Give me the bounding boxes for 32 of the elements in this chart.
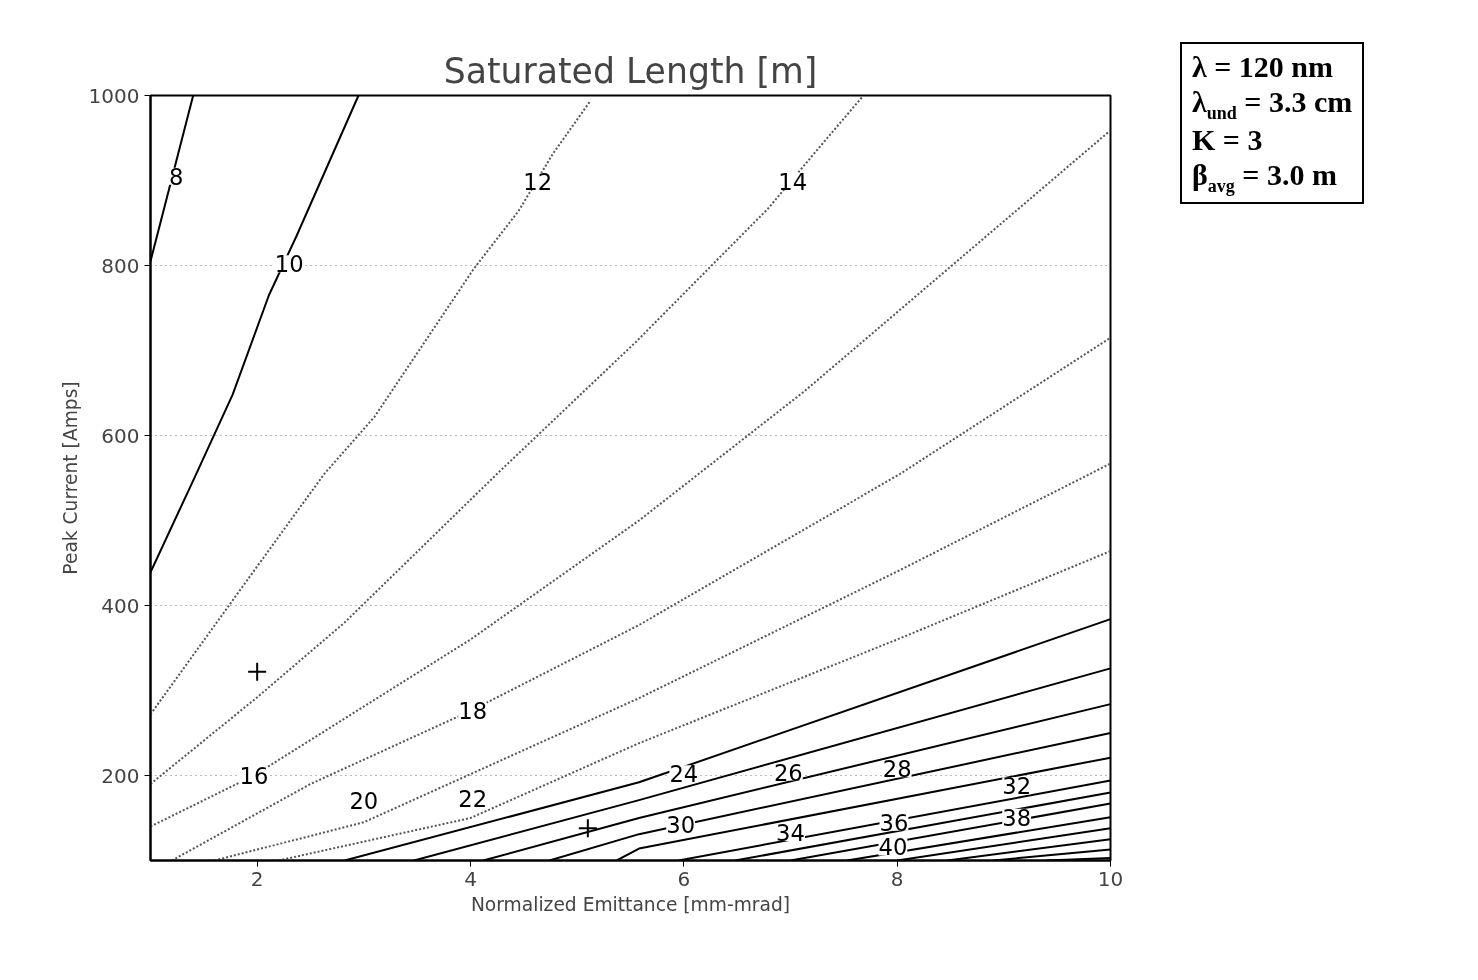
y-tick-label: 600 (101, 423, 140, 448)
x-tick-label: 4 (464, 866, 477, 891)
annotation: 26 (773, 759, 803, 786)
x-tick-label: 10 (1097, 866, 1124, 891)
annotation: 36 (879, 809, 909, 836)
annotation: 28 (882, 756, 912, 783)
y-tick-label: 800 (101, 253, 140, 278)
annotation: 8 (168, 163, 184, 190)
x-tick-label: 8 (890, 866, 904, 891)
annotation: 10 (274, 251, 304, 278)
annotation: 12 (523, 168, 553, 195)
text: β$_{avg}$ = 3.0 m (1192, 157, 1337, 196)
x-tick-label: 2 (250, 866, 264, 891)
annotation: 40 (878, 834, 908, 861)
x-axis-title: Normalized Emittance [mm-mrad] (470, 893, 791, 915)
annotation: 22 (458, 785, 488, 812)
text: λ$_{und}$ = 3.3 cm (1192, 84, 1353, 123)
text: K = 3 (1192, 123, 1263, 157)
annotation: 20 (349, 787, 379, 814)
annotation: 38 (1002, 804, 1032, 831)
annotation: 14 (778, 168, 808, 195)
chart-title: Saturated Length [m] (443, 50, 818, 91)
x-tick-label: 6 (677, 866, 691, 891)
y-tick-label: 1000 (88, 83, 140, 108)
annotation: 34 (776, 819, 805, 846)
annotation: 24 (669, 761, 699, 788)
annotation: 30 (666, 812, 696, 839)
annotation: 32 (1002, 773, 1032, 800)
y-tick-label: 400 (101, 593, 140, 618)
y-tick-label: 200 (101, 763, 140, 788)
y-axis-title: Peak Current [Amps] (59, 381, 81, 575)
text: λ = 120 nm (1192, 50, 1334, 83)
